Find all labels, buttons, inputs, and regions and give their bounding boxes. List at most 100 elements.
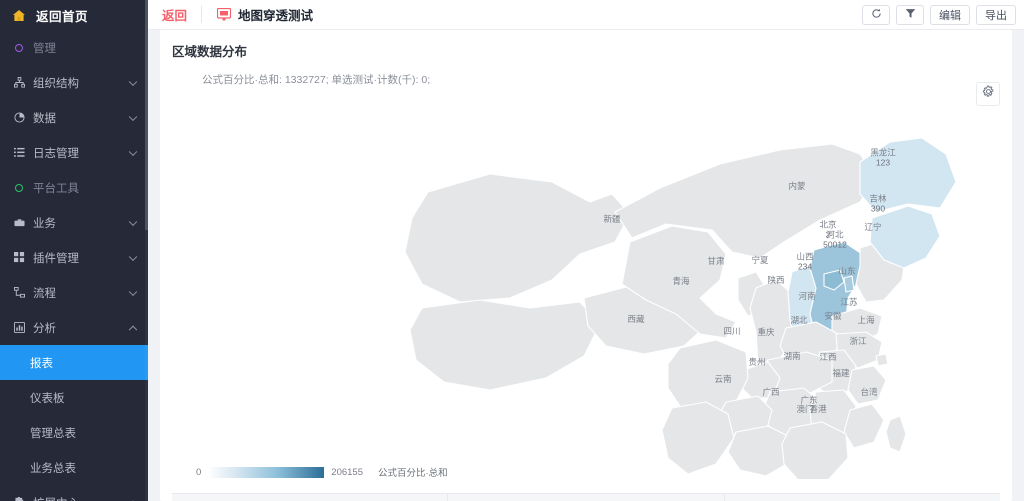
sidebar-subitem-yibiaoban[interactable]: 仪表板 (0, 380, 148, 415)
sidebar-subitem-label: 仪表板 (30, 392, 65, 405)
sidebar-item-label: 管理 (33, 42, 56, 55)
legend-max: 206155 (331, 466, 363, 478)
sidebar-item-label: 扩展中心 (33, 495, 79, 501)
sidebar-scrollbar[interactable] (145, 0, 148, 501)
sidebar-subitem-guanlizongbiao[interactable]: 管理总表 (0, 415, 148, 450)
back-button[interactable]: 返回 (162, 9, 188, 23)
map-label-sichuan: 四川 (723, 326, 741, 337)
export-button[interactable]: 导出 (976, 4, 1016, 25)
circle-ring-green-icon (12, 183, 26, 192)
map-label-chongqing: 重庆 (757, 327, 775, 338)
legend-label: 公式百分比·总和 (378, 468, 448, 479)
map-label-jiangsu: 江苏 (840, 297, 858, 308)
map-label-guangxi: 广西 (762, 387, 780, 398)
map-label-heilongjiang: 黑龙江 123 (870, 147, 896, 167)
province-fujian (843, 403, 885, 449)
province-shanghai (875, 353, 889, 367)
chart-subtitle: 公式百分比·总和: 1332727; 单选测试·计数(千): 0; (202, 74, 431, 86)
analysis-icon (12, 322, 26, 333)
province-heilongjiang (859, 137, 957, 213)
gear-icon (982, 85, 995, 103)
list-icon (12, 147, 26, 158)
map-label-qinghai: 青海 (672, 276, 690, 287)
sidebar-item-label: 分析 (33, 322, 56, 335)
flow-icon (12, 287, 26, 298)
sidebar-subitem-baobiao[interactable]: 报表 (0, 345, 148, 380)
province-zhejiang (847, 365, 887, 405)
sidebar-item-guanli[interactable]: 管理 (0, 30, 148, 65)
map-label-hebei: 河北 50012 (823, 229, 847, 249)
map-label-gansu: 甘肃 (707, 256, 725, 267)
org-tree-icon (12, 77, 26, 88)
sidebar-item-label: 数据 (33, 112, 56, 125)
sidebar-item-fenxi[interactable]: 分析 (0, 310, 148, 345)
province-guangdong (781, 421, 849, 479)
sidebar-item-chajianguanli[interactable]: 插件管理 (0, 240, 148, 275)
chevron-down-icon[interactable] (128, 217, 138, 226)
province-jilin (869, 205, 941, 269)
legend-min: 0 (196, 466, 202, 478)
chevron-down-icon[interactable] (128, 112, 138, 121)
chevron-down-icon[interactable] (128, 77, 138, 86)
china-map[interactable]: 新疆 西藏 青海 甘肃 内蒙 宁夏 陕西 山西 234 北京 2 河北 50012 辽… (160, 102, 1012, 479)
refresh-button[interactable] (862, 4, 890, 25)
sidebar-item-yewu[interactable]: 业务 (0, 205, 148, 240)
map-label-hubei: 湖北 (790, 315, 808, 326)
data-table-header-peek[interactable] (172, 493, 1000, 501)
page-title: 地图穿透测试 (238, 9, 314, 23)
map-label-liaoning: 辽宁 (864, 222, 882, 233)
map-label-aomen: 澳门 (796, 404, 814, 415)
sidebar-subitem-label: 业务总表 (30, 462, 76, 475)
chevron-up-icon[interactable] (128, 325, 138, 334)
table-header-cell (724, 494, 1000, 501)
sidebar-item-kuozhanzhongxin[interactable]: 扩展中心 (0, 485, 148, 501)
circle-ring-purple-icon (12, 43, 26, 52)
map-label-guizhou: 贵州 (748, 357, 766, 368)
province-xizang (409, 299, 601, 391)
province-xinjiang (404, 173, 631, 303)
filter-button[interactable] (896, 4, 924, 25)
table-header-cell (448, 494, 725, 501)
sidebar-item-rizhiguanli[interactable]: 日志管理 (0, 135, 148, 170)
map-label-guangdong: 广东 (800, 395, 818, 406)
map-label-yunnan: 云南 (714, 374, 732, 385)
sidebar-home-link[interactable]: 返回首页 (0, 0, 148, 30)
edit-button[interactable]: 编辑 (930, 4, 970, 25)
edit-button-label: 编辑 (939, 9, 961, 22)
sidebar-item-label: 流程 (33, 287, 56, 300)
map-label-xianggang: 香港 (809, 404, 827, 415)
top-toolbar: 返回 地图穿透测试 (148, 0, 1024, 30)
sidebar-subitem-yewuzongbiao[interactable]: 业务总表 (0, 450, 148, 485)
province-taiwan (885, 415, 907, 453)
map-label-jiangxi: 江西 (819, 352, 837, 363)
map-label-beijing: 北京 2 (819, 219, 837, 239)
chart-header: 区域数据分布 公式百分比·总和: 1332727; 单选测试·计数(千): 0; (160, 30, 1012, 87)
province-tianjin (843, 275, 855, 293)
map-label-jilin: 吉林 390 (869, 193, 887, 213)
sidebar-item-liucheng[interactable]: 流程 (0, 275, 148, 310)
filter-icon (905, 8, 916, 22)
sidebar-item-label: 日志管理 (33, 147, 79, 160)
china-map-svg[interactable] (160, 102, 1012, 479)
sidebar: 返回首页 管理 组织结构 数据 日志管理 (0, 0, 148, 501)
sidebar-item-label: 业务 (33, 217, 56, 230)
map-label-shaanxi: 陕西 (767, 275, 785, 286)
chart-settings-button[interactable] (976, 82, 1000, 106)
puzzle-icon (12, 497, 26, 501)
chevron-down-icon[interactable] (128, 147, 138, 156)
province-guangxi (727, 425, 793, 477)
chevron-down-icon[interactable] (128, 252, 138, 261)
table-header-cell (172, 494, 449, 501)
home-icon (12, 9, 26, 22)
sidebar-item-pingtaigongju[interactable]: 平台工具 (0, 170, 148, 205)
sidebar-item-zuzhijiegou[interactable]: 组织结构 (0, 65, 148, 100)
map-label-anhui: 安徽 (824, 311, 842, 322)
sidebar-item-shuju[interactable]: 数据 (0, 100, 148, 135)
chevron-down-icon[interactable] (128, 287, 138, 296)
sidebar-item-label: 组织结构 (33, 77, 79, 90)
map-label-fujian: 福建 (832, 368, 850, 379)
map-label-taiwan: 台湾 (860, 387, 878, 398)
legend-gradient-bar (208, 466, 325, 478)
map-label-xinjiang: 新疆 (603, 214, 621, 225)
